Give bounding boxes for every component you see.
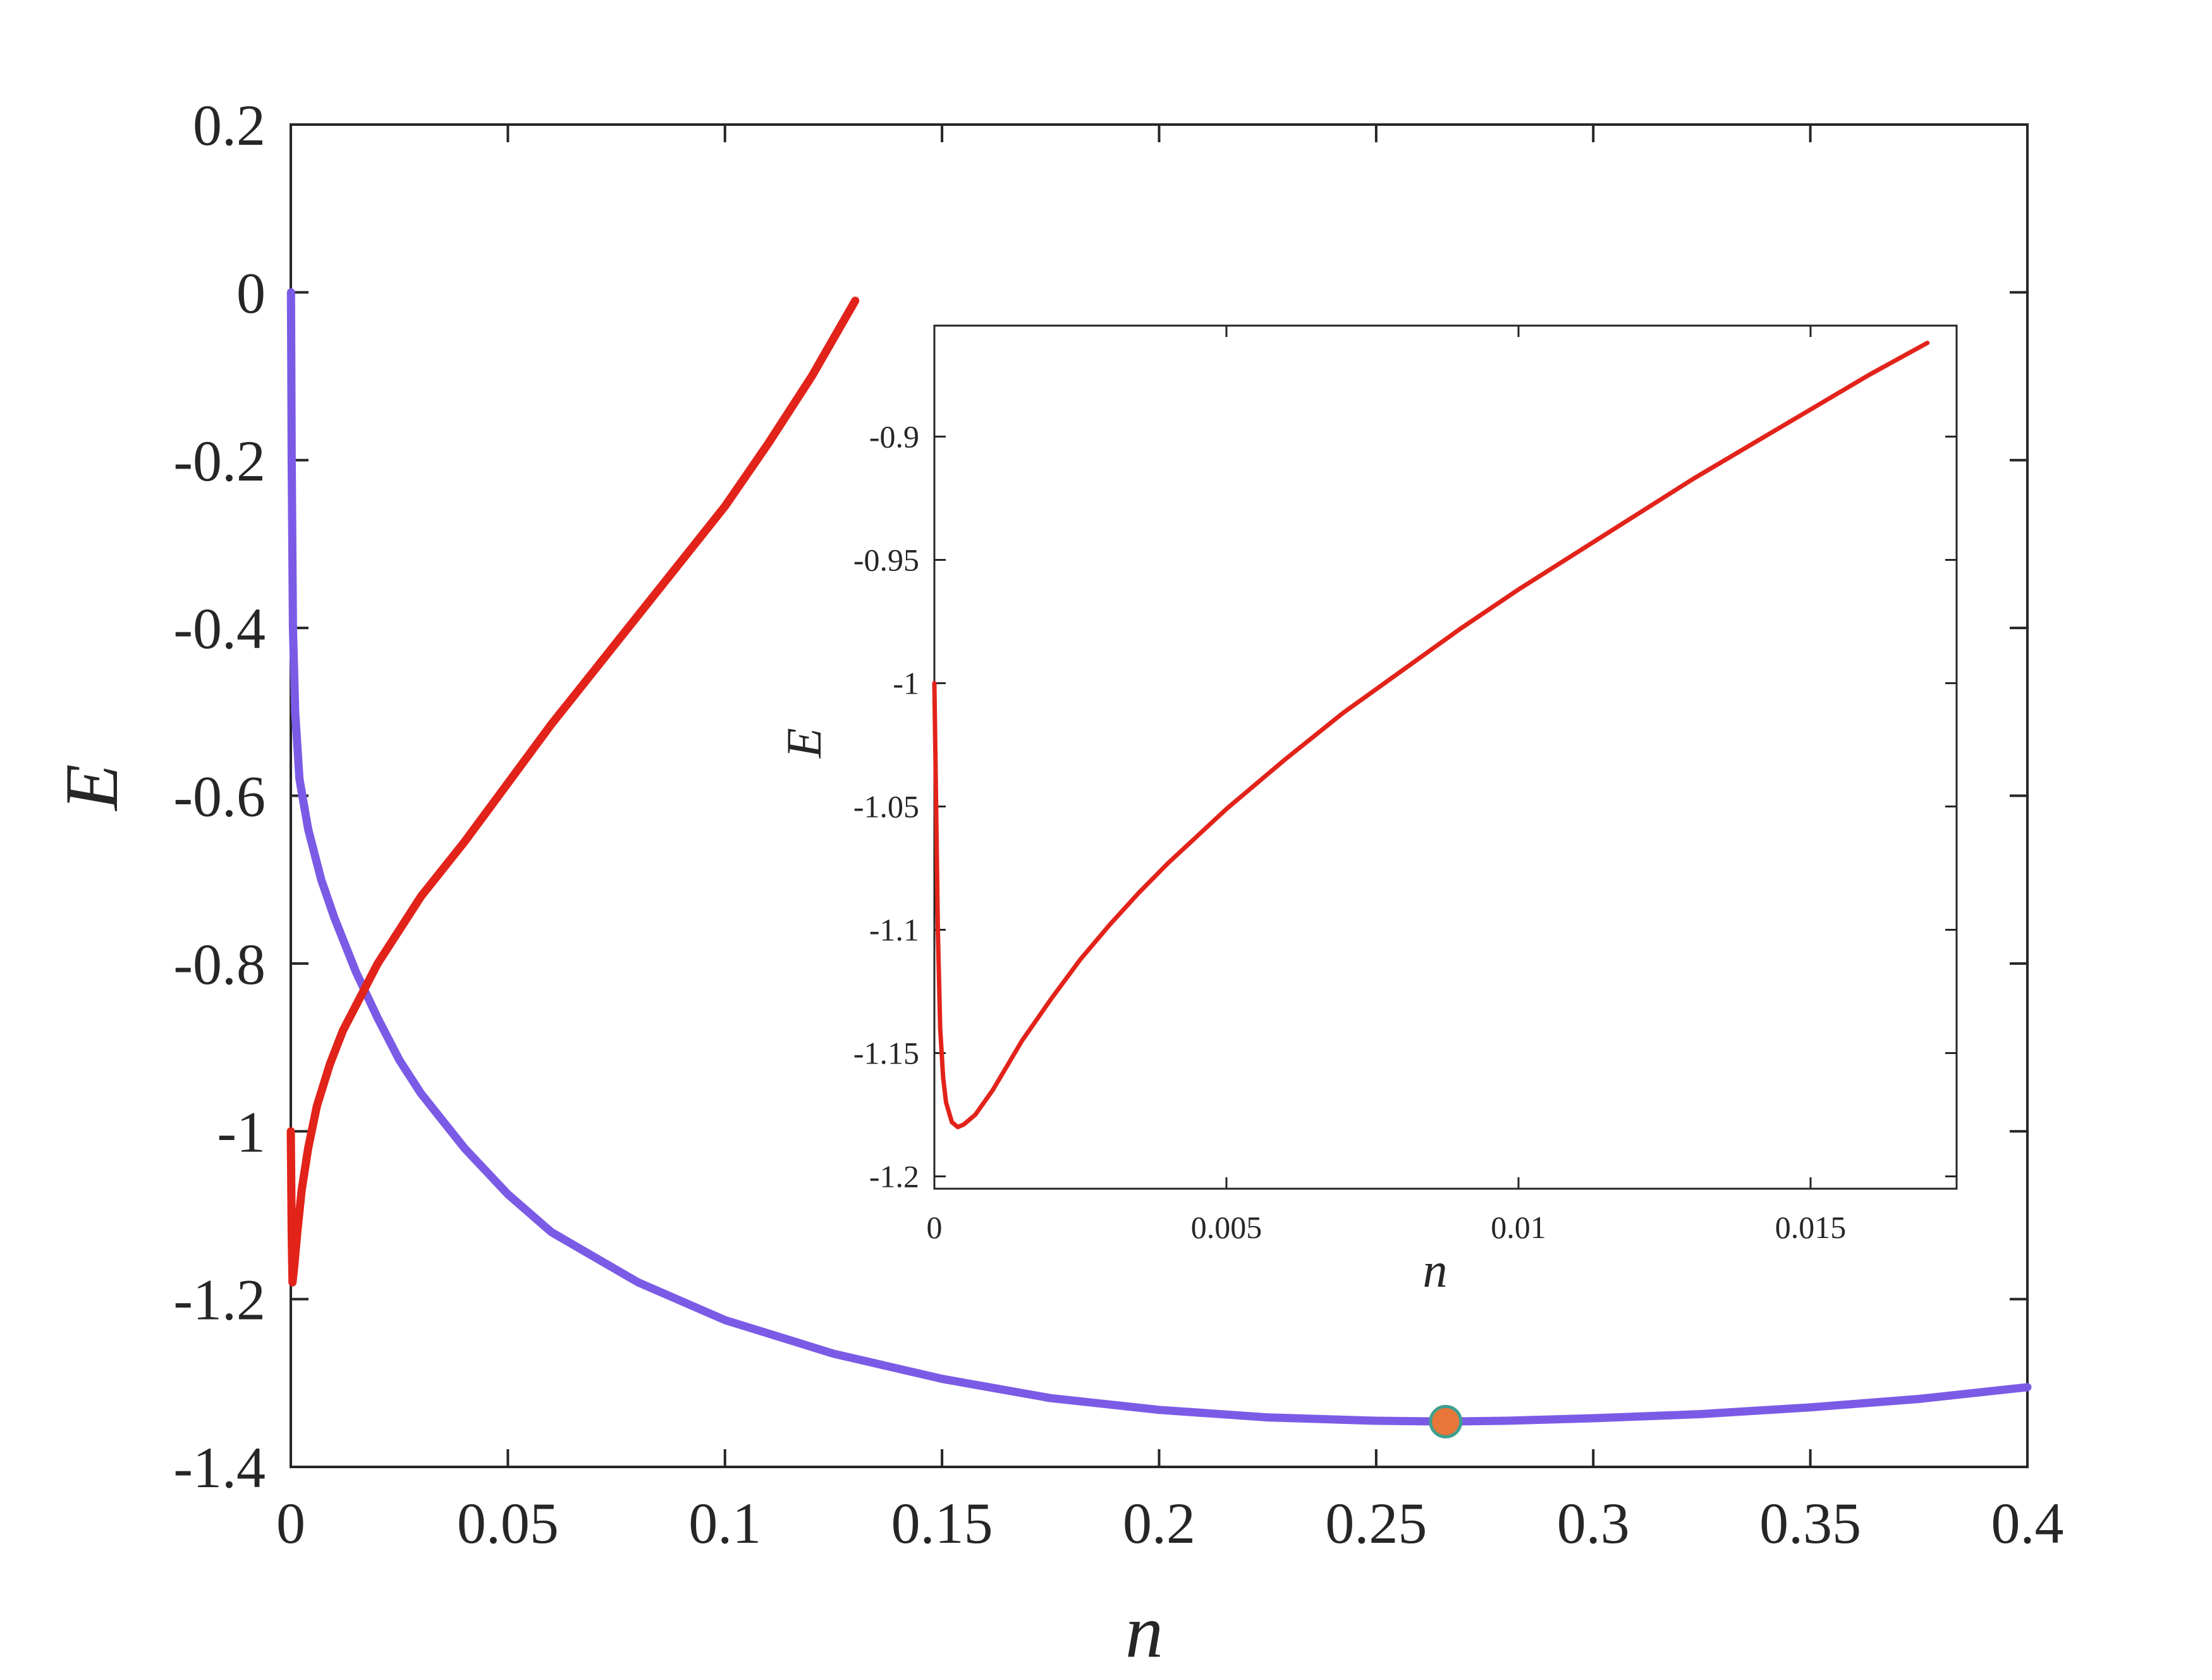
inset-x-tick-label-1: 0.005 xyxy=(1191,1210,1262,1245)
main-x-tick-label-0: 0 xyxy=(276,1491,305,1555)
inset-background xyxy=(934,326,1957,1189)
inset-y-tick-label-1: -0.95 xyxy=(853,543,919,578)
main-x-axis-label: n xyxy=(1125,1589,1163,1673)
main-y-tick-label-8: -1.4 xyxy=(173,1435,266,1500)
inset-x-axis-label: n xyxy=(1423,1242,1448,1297)
inset-chart: 0 0.005 0.01 0.015 -0.9 -0.95 -1 -1.05 -1.1 -1.15… xyxy=(776,324,1958,1297)
inset-y-tick-label-4: -1.1 xyxy=(869,912,919,948)
main-series-line-0 xyxy=(286,288,2032,1426)
inset-y-axis-label: E xyxy=(776,728,831,759)
main-y-tick-label-7: -1.2 xyxy=(173,1268,266,1332)
main-y-axis-label: E xyxy=(49,764,133,811)
main-y-tick-label-0: 0.2 xyxy=(193,93,266,157)
main-marker-layer xyxy=(1429,1404,1463,1438)
main-ticks: 0 0.05 0.1 0.15 0.2 0.25 0.3 0.35 0.4 0.2 0 -0.2 -0.… xyxy=(173,93,2063,1555)
inset-x-tick-label-3: 0.015 xyxy=(1775,1210,1847,1245)
main-y-tick-label-6: -1 xyxy=(217,1100,266,1164)
main-x-tick-label-1: 0.05 xyxy=(457,1491,559,1555)
main-y-tick-label-3: -0.4 xyxy=(173,596,266,661)
inset-x-tick-label-0: 0 xyxy=(927,1210,943,1245)
main-series-line-1 xyxy=(286,297,860,1287)
inset-series-layer xyxy=(932,340,1930,1129)
main-x-tick-label-8: 0.4 xyxy=(1991,1491,2064,1555)
inset-y-tick-label-2: -1 xyxy=(893,666,919,701)
main-x-tick-label-2: 0.1 xyxy=(688,1491,761,1555)
inset-series-line-0 xyxy=(932,340,1930,1129)
main-minimum-point xyxy=(1429,1404,1463,1438)
inset-y-tick-label-5: -1.15 xyxy=(853,1036,919,1071)
inset-x-tick-label-2: 0.01 xyxy=(1491,1210,1546,1245)
inset-y-tick-label-6: -1.2 xyxy=(869,1159,919,1194)
main-x-tick-label-3: 0.15 xyxy=(891,1491,993,1555)
main-series-layer xyxy=(286,288,2032,1426)
main-x-tick-label-7: 0.35 xyxy=(1759,1491,1861,1555)
main-x-tick-label-5: 0.25 xyxy=(1325,1491,1427,1555)
main-x-tick-label-6: 0.3 xyxy=(1557,1491,1630,1555)
main-y-tick-label-1: 0 xyxy=(236,261,266,325)
main-y-tick-label-4: -0.6 xyxy=(173,764,266,829)
main-x-tick-label-4: 0.2 xyxy=(1123,1491,1195,1555)
inset-ticks: 0 0.005 0.01 0.015 -0.9 -0.95 -1 -1.05 -1.1 -1.15… xyxy=(853,326,1957,1245)
main-y-tick-label-5: -0.8 xyxy=(173,932,266,996)
inset-y-tick-label-0: -0.9 xyxy=(869,419,919,455)
main-chart: 0 0.05 0.1 0.15 0.2 0.25 0.3 0.35 0.4 0.2 0 -0.2 -0.… xyxy=(49,93,2064,1673)
main-y-tick-label-2: -0.2 xyxy=(173,429,266,493)
inset-y-tick-label-3: -1.05 xyxy=(853,789,919,825)
